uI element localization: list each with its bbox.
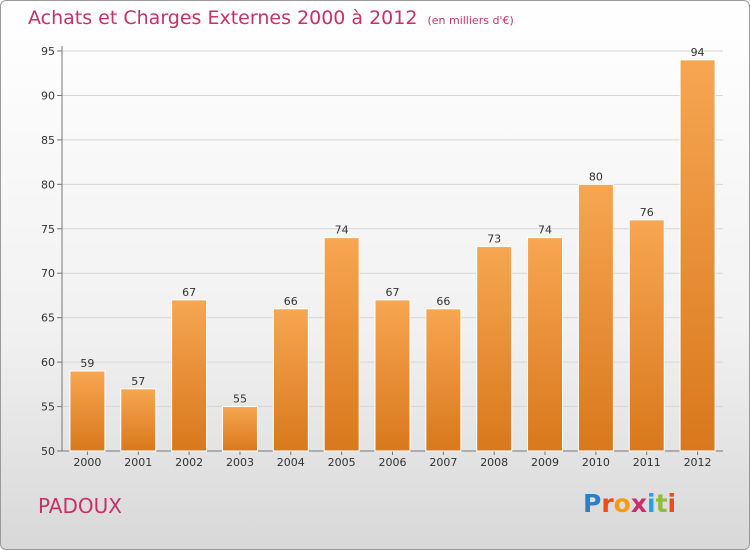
data-label: 66 <box>284 295 298 308</box>
x-tick-label: 2010 <box>582 456 610 469</box>
x-tick-label: 2005 <box>328 456 356 469</box>
y-tick-label: 95 <box>41 45 55 58</box>
chart-subtitle: (en milliers d'€) <box>427 14 514 27</box>
y-tick-label: 90 <box>41 89 55 102</box>
bar-2007 <box>425 308 462 452</box>
logo-letter: i <box>667 489 677 518</box>
y-tick-label: 85 <box>41 134 55 147</box>
logo-letter: r <box>601 489 614 518</box>
y-tick-label: 55 <box>41 401 55 414</box>
data-label: 67 <box>182 286 196 299</box>
y-tick-label: 50 <box>41 445 55 458</box>
x-tick-label: 2001 <box>124 456 152 469</box>
x-tick-label: 2002 <box>175 456 203 469</box>
y-tick-label: 65 <box>41 312 55 325</box>
y-tick-label: 80 <box>41 178 55 191</box>
bar-2009 <box>527 237 564 452</box>
bar-2012 <box>679 59 716 452</box>
data-label: 76 <box>640 206 654 219</box>
x-tick-label: 2006 <box>379 456 407 469</box>
bar-2001 <box>120 388 157 452</box>
bar-2010 <box>577 183 614 452</box>
bar-2008 <box>476 246 513 452</box>
data-labels: 59 57 67 55 66 74 67 66 73 74 80 76 94 <box>80 46 704 406</box>
bar-2000 <box>69 370 106 452</box>
x-tick-label: 2012 <box>684 456 712 469</box>
data-label: 67 <box>386 286 400 299</box>
x-tick-label: 2008 <box>480 456 508 469</box>
data-label: 74 <box>538 224 552 237</box>
data-label: 59 <box>80 357 94 370</box>
bar-2005 <box>323 237 360 452</box>
y-tick-label: 75 <box>41 223 55 236</box>
x-tick-label: 2000 <box>73 456 101 469</box>
x-tick-label: 2007 <box>429 456 457 469</box>
data-label: 94 <box>691 46 705 59</box>
y-tick-label: 60 <box>41 356 55 369</box>
data-label: 74 <box>335 224 349 237</box>
data-label: 55 <box>233 393 247 406</box>
logo-letter: i <box>647 489 656 518</box>
bar-2003 <box>221 406 258 452</box>
logo-letter: x <box>630 489 647 518</box>
y-tick-label: 70 <box>41 267 55 280</box>
data-label: 80 <box>589 170 603 183</box>
bars <box>69 59 716 452</box>
logo-letter: o <box>613 489 631 518</box>
bar-2006 <box>374 299 411 452</box>
bar-2011 <box>628 219 665 452</box>
data-label: 66 <box>436 295 450 308</box>
chart-title: Achats et Charges Externes 2000 à 2012 (e… <box>28 7 514 29</box>
x-tick-label: 2009 <box>531 456 559 469</box>
x-tick-label: 2011 <box>633 456 661 469</box>
proxiti-logo[interactable]: Proxiti <box>583 489 676 518</box>
commune-name: PADOUX <box>38 494 122 518</box>
chart-title-main: Achats et Charges Externes 2000 à 2012 <box>28 7 418 29</box>
data-label: 73 <box>487 233 501 246</box>
data-label: 57 <box>131 375 145 388</box>
logo-letter: t <box>655 489 668 518</box>
x-tick-label: 2004 <box>277 456 305 469</box>
bar-2002 <box>171 299 208 452</box>
x-tick-label: 2003 <box>226 456 254 469</box>
bar-2004 <box>272 308 309 452</box>
logo-letter: P <box>583 489 602 518</box>
